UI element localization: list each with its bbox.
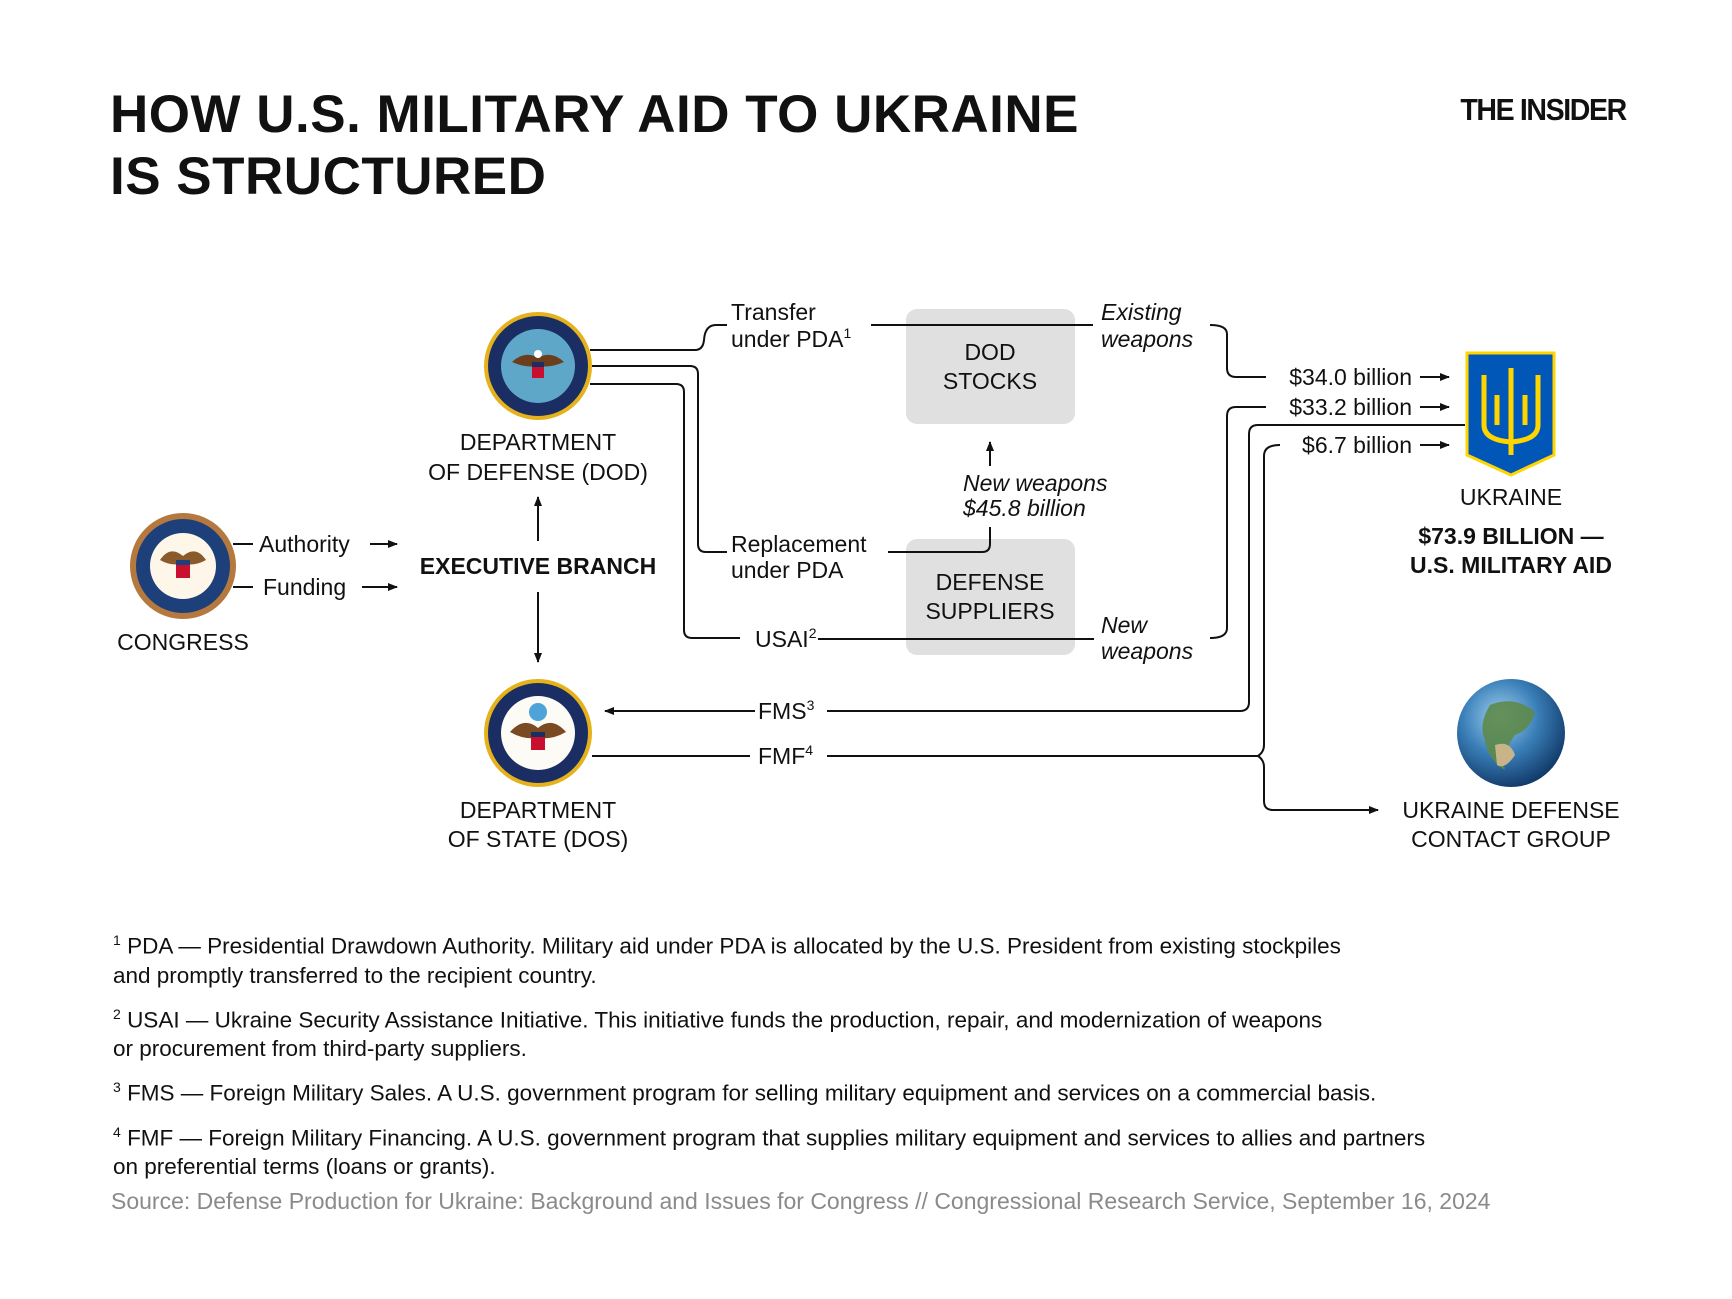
- existing-weapons-label-1: Existing: [1101, 299, 1182, 325]
- amount-2: $33.2 billion: [1289, 394, 1412, 420]
- globe-icon: [1457, 679, 1565, 787]
- total-aid-label-1: $73.9 BILLION —: [1418, 523, 1603, 549]
- amount-1: $34.0 billion: [1289, 364, 1412, 390]
- congress-label: CONGRESS: [117, 629, 249, 655]
- new-weapons-bracket: [1209, 406, 1266, 639]
- congress-seal-icon: [130, 513, 236, 619]
- ukraine-coat-of-arms-icon: [1465, 351, 1556, 477]
- amount-3-line: [1256, 444, 1379, 814]
- the-insider-logo: THE INSIDER: [1460, 92, 1628, 127]
- transfer-label-2: under PDA1: [731, 325, 852, 352]
- fms-line: [827, 424, 1465, 712]
- suppliers-label-1: DEFENSE: [936, 569, 1045, 595]
- replacement-label-2: under PDA: [731, 557, 844, 583]
- existing-weapons-label-2: weapons: [1101, 326, 1194, 352]
- dod-seal-icon: [484, 312, 592, 420]
- dod-stocks-label-2: STOCKS: [943, 368, 1037, 394]
- fmf-label: FMF4: [758, 742, 813, 769]
- usai-line: [590, 383, 740, 639]
- replacement-label-1: Replacement: [731, 531, 867, 557]
- executive-branch-label: EXECUTIVE BRANCH: [420, 553, 656, 579]
- amount-3: $6.7 billion: [1302, 432, 1412, 458]
- title-line-1: HOW U.S. MILITARY AID TO UKRAINE: [110, 85, 1080, 144]
- footnotes: 1 PDA — Presidential Drawdown Authority.…: [113, 926, 1653, 1191]
- dod-label-1: DEPARTMENT: [460, 429, 616, 455]
- source-note: Source: Defense Production for Ukraine: …: [111, 1188, 1491, 1214]
- udcg-label-1: UKRAINE DEFENSE: [1402, 797, 1619, 823]
- replacement-to-stocks-line: [888, 527, 991, 553]
- transfer-label-1: Transfer: [731, 299, 816, 325]
- transfer-line: [590, 324, 727, 351]
- authority-label: Authority: [259, 531, 350, 557]
- dod-stocks-label-1: DOD: [964, 339, 1015, 365]
- new-weapons-out-label-2: weapons: [1101, 638, 1194, 664]
- fms-label: FMS3: [758, 697, 815, 724]
- new-weapons-label-1: New weapons: [963, 470, 1108, 496]
- dos-label-2: OF STATE (DOS): [448, 826, 629, 852]
- existing-weapons-bracket: [1209, 324, 1266, 378]
- new-weapons-label-2: $45.8 billion: [962, 495, 1086, 521]
- dos-label-1: DEPARTMENT: [460, 797, 616, 823]
- dod-label-2: OF DEFENSE (DOD): [428, 459, 648, 485]
- suppliers-label-2: SUPPLIERS: [925, 598, 1054, 624]
- page-title: HOW U.S. MILITARY AID TO UKRAINE IS STRU…: [110, 84, 1079, 208]
- udcg-label-2: CONTACT GROUP: [1411, 826, 1611, 852]
- footnote-3: 3 FMS — Foreign Military Sales. A U.S. g…: [113, 1079, 1377, 1106]
- title-line-2: IS STRUCTURED: [110, 147, 547, 206]
- dod-stocks-box: [906, 309, 1075, 424]
- funding-label: Funding: [263, 574, 346, 600]
- total-aid-label-2: U.S. MILITARY AID: [1410, 552, 1612, 578]
- dos-seal-icon: [484, 679, 592, 787]
- connector-lines: [233, 324, 1465, 814]
- defense-suppliers-box: [906, 539, 1075, 655]
- footnote-2: 2 USAI — Ukraine Security Assistance Ini…: [113, 1005, 1323, 1062]
- new-weapons-out-label-1: New: [1101, 612, 1148, 638]
- ukraine-label: UKRAINE: [1460, 484, 1562, 510]
- replacement-line: [592, 365, 727, 553]
- usai-label: USAI2: [755, 625, 817, 652]
- footnote-4: 4 FMF — Foreign Military Financing. A U.…: [113, 1123, 1426, 1180]
- footnote-1: 1 PDA — Presidential Drawdown Authority.…: [113, 932, 1341, 988]
